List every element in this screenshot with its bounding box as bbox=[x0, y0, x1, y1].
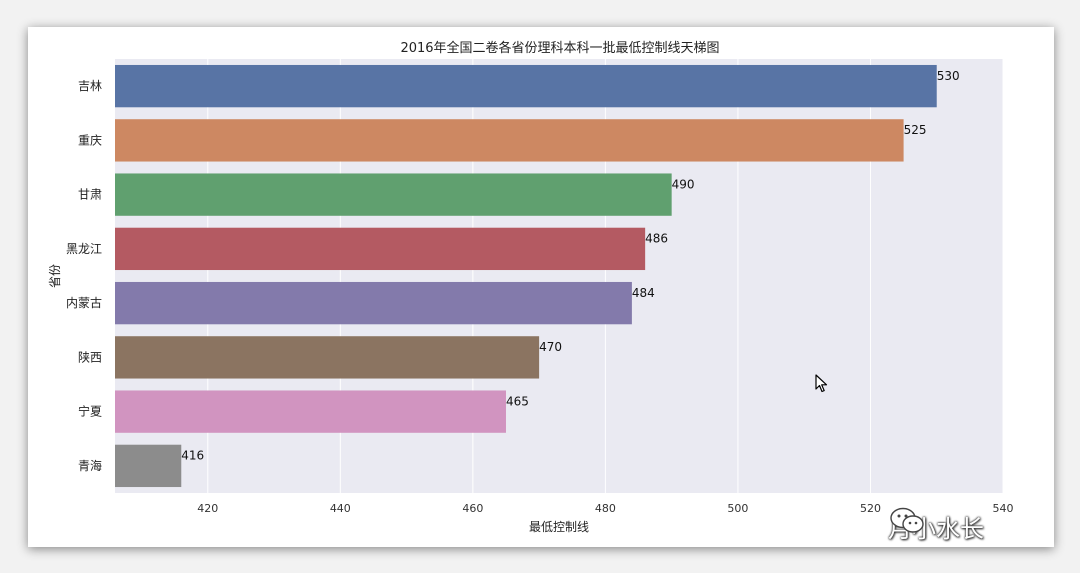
x-tick-label: 520 bbox=[860, 502, 881, 515]
x-tick-label: 480 bbox=[595, 502, 616, 515]
bar bbox=[115, 336, 540, 379]
category-label: 宁夏 bbox=[78, 404, 102, 419]
x-tick-labels: 420 440 460 480 500 520 540 bbox=[197, 502, 1013, 515]
bar bbox=[115, 444, 182, 488]
data-label: 490 bbox=[672, 177, 695, 191]
wechat-icon bbox=[890, 507, 924, 533]
category-label: 内蒙古 bbox=[66, 295, 102, 310]
category-label: 陕西 bbox=[78, 349, 102, 364]
bar bbox=[115, 119, 904, 162]
data-label: 465 bbox=[506, 394, 529, 408]
x-tick-label: 440 bbox=[330, 502, 351, 515]
x-tick-label: 460 bbox=[462, 502, 483, 515]
x-tick-label: 420 bbox=[197, 502, 218, 515]
data-label: 530 bbox=[937, 69, 960, 83]
data-label: 470 bbox=[539, 340, 562, 354]
category-label: 甘肃 bbox=[78, 188, 102, 202]
bar bbox=[115, 64, 937, 108]
category-label: 青海 bbox=[78, 458, 102, 473]
data-label: 484 bbox=[632, 286, 655, 300]
bars-group: 530 525 490 486 484 470 465 416 bbox=[115, 64, 960, 488]
x-tick-label: 500 bbox=[727, 502, 748, 515]
data-label: 416 bbox=[181, 449, 204, 463]
category-label: 吉林 bbox=[78, 79, 102, 93]
x-tick-label: 540 bbox=[993, 502, 1014, 515]
data-label: 525 bbox=[904, 123, 927, 137]
data-label: 486 bbox=[645, 232, 668, 246]
bar bbox=[115, 281, 632, 325]
category-label: 重庆 bbox=[78, 133, 102, 147]
chart-title: 2016年全国二卷各省份理科本科一批最低控制线天梯图 bbox=[400, 40, 719, 56]
watermark: 月小水长 bbox=[888, 506, 984, 546]
bar bbox=[115, 390, 506, 433]
x-axis-label: 最低控制线 bbox=[529, 520, 589, 534]
bar bbox=[115, 173, 672, 216]
y-axis-label: 省份 bbox=[48, 264, 62, 288]
bar bbox=[115, 227, 646, 271]
category-label: 黑龙江 bbox=[66, 242, 102, 256]
